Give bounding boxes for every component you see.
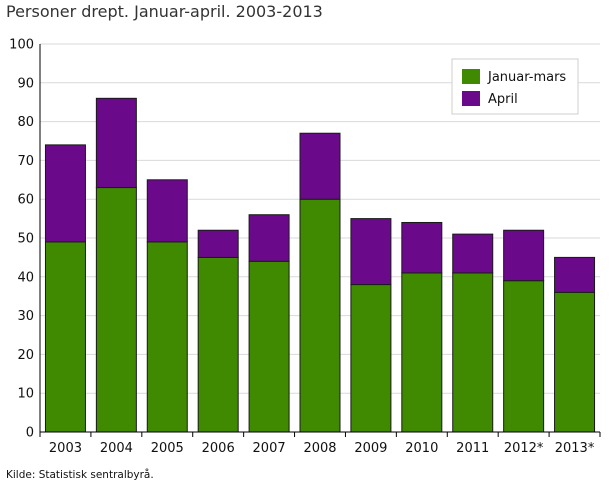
y-tick-label-60: 60 xyxy=(17,193,34,208)
bars xyxy=(44,97,596,433)
y-tick-label-50: 50 xyxy=(17,232,34,247)
x-tick-label-2004: 2004 xyxy=(100,441,133,456)
bar-2013-januar-mars xyxy=(554,291,596,433)
x-tick-label-2007: 2007 xyxy=(253,441,286,456)
chart-title: Personer drept. Januar-april. 2003-2013 xyxy=(6,2,323,21)
x-tick-label-2010: 2010 xyxy=(405,441,438,456)
bar-2012-april xyxy=(503,229,545,282)
x-tick-labels: 2003 2004 2005 2006 2007 2008 2009 2010 2011 2012… xyxy=(39,432,601,456)
source-note: Kilde: Statistisk sentralbyrå. xyxy=(6,469,154,481)
bar-2005-april xyxy=(146,179,188,243)
legend-label-april: April xyxy=(488,92,518,107)
axes xyxy=(39,44,600,433)
x-tick-label-2003: 2003 xyxy=(49,441,82,456)
bar-2013-april xyxy=(554,256,596,293)
bar-2007-april xyxy=(248,214,290,262)
y-tick-label-100: 100 xyxy=(9,38,34,53)
legend-swatch-januar-mars xyxy=(462,69,480,84)
bar-2009-januar-mars xyxy=(350,284,392,433)
legend-label-januar-mars: Januar-mars xyxy=(487,70,566,85)
x-tick-label-2013: 2013* xyxy=(555,441,595,456)
bar-2004-januar-mars xyxy=(95,187,137,433)
bar-2006-januar-mars xyxy=(197,256,239,433)
bar-2009-april xyxy=(350,218,392,286)
bar-2010-april xyxy=(401,221,443,274)
bar-2003-april xyxy=(44,144,86,243)
y-tick-label-80: 80 xyxy=(17,115,34,130)
y-tick-labels: 0 10 20 30 40 50 60 70 80 90 100 xyxy=(9,38,34,441)
bar-2011-januar-mars xyxy=(452,272,494,433)
bar-2006-april xyxy=(197,229,239,258)
bar-2010-januar-mars xyxy=(401,272,443,433)
x-tick-label-2008: 2008 xyxy=(303,441,336,456)
bar-2008-januar-mars xyxy=(299,198,341,433)
y-tick-label-30: 30 xyxy=(17,309,34,324)
y-tick-label-0: 0 xyxy=(26,426,34,441)
bar-2003-januar-mars xyxy=(44,241,86,433)
bar-2012-januar-mars xyxy=(503,280,545,433)
y-tick-label-40: 40 xyxy=(17,270,34,285)
y-tick-label-20: 20 xyxy=(17,348,34,363)
legend-swatch-april xyxy=(462,91,480,106)
y-tick-label-90: 90 xyxy=(17,76,34,91)
bar-2011-april xyxy=(452,233,494,274)
legend: Januar-mars April xyxy=(451,58,579,115)
x-tick-label-2009: 2009 xyxy=(354,441,387,456)
x-tick-label-2006: 2006 xyxy=(202,441,235,456)
y-tick-label-10: 10 xyxy=(17,387,34,402)
x-tick-label-2012: 2012* xyxy=(504,441,544,456)
y-tick-label-70: 70 xyxy=(17,154,34,169)
bar-2007-januar-mars xyxy=(248,260,290,433)
bar-2005-januar-mars xyxy=(146,241,188,433)
x-tick-label-2011: 2011 xyxy=(456,441,489,456)
bar-2004-april xyxy=(95,97,137,189)
x-tick-label-2005: 2005 xyxy=(151,441,184,456)
bar-2008-april xyxy=(299,132,341,200)
